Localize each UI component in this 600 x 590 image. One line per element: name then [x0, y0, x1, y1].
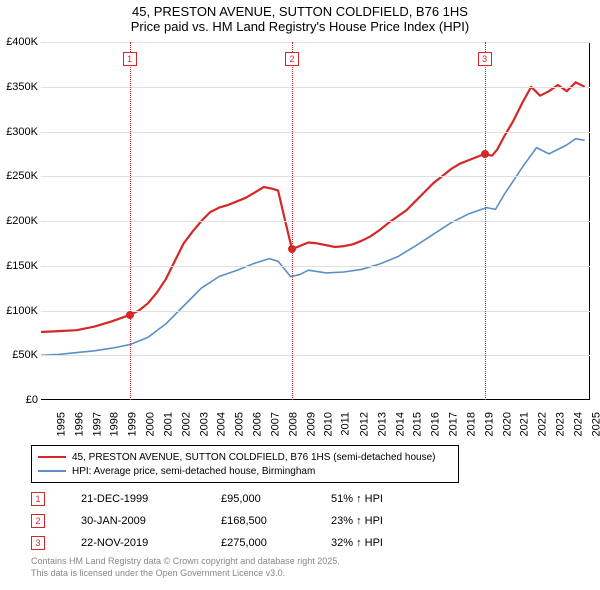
x-axis-label: 2004 — [216, 412, 228, 436]
legend-label-price: 45, PRESTON AVENUE, SUTTON COLDFIELD, B7… — [72, 452, 435, 463]
x-axis-label: 2003 — [198, 412, 210, 436]
gridline-h — [41, 221, 590, 222]
chart-title-block: 45, PRESTON AVENUE, SUTTON COLDFIELD, B7… — [0, 0, 600, 34]
x-axis-label: 2002 — [180, 412, 192, 436]
y-axis-label: £0 — [0, 394, 38, 406]
marker-price-1: £95,000 — [221, 493, 331, 505]
gridline-h — [41, 176, 590, 177]
y-axis-label: £300K — [0, 126, 38, 138]
event-dot-2 — [288, 245, 296, 253]
event-badge-2: 2 — [285, 52, 299, 66]
event-badge-1: 1 — [123, 52, 137, 66]
x-axis-label: 1998 — [109, 412, 121, 436]
event-badge-3: 3 — [478, 52, 492, 66]
y-axis-label: £400K — [0, 36, 38, 48]
x-axis-label: 1995 — [55, 412, 67, 436]
legend-item-hpi: HPI: Average price, semi-detached house,… — [38, 464, 452, 478]
legend-swatch-hpi — [38, 470, 66, 472]
event-line-2 — [292, 42, 293, 400]
marker-badge-3: 3 — [31, 536, 45, 550]
x-axis-label: 2000 — [145, 412, 157, 436]
y-axis-label: £200K — [0, 215, 38, 227]
series-line-price_paid — [41, 82, 585, 332]
marker-date-1: 21-DEC-1999 — [81, 493, 221, 505]
x-axis-label: 2011 — [340, 412, 352, 436]
legend-swatch-price — [38, 456, 66, 459]
x-axis-label: 2025 — [590, 412, 600, 436]
series-line-hpi — [41, 139, 585, 356]
marker-hpi-3: 32% ↑ HPI — [331, 537, 431, 549]
footer-line1: Contains HM Land Registry data © Crown c… — [31, 556, 340, 568]
y-axis-label: £150K — [0, 260, 38, 272]
x-axis-label: 2013 — [376, 412, 388, 436]
footer-attribution: Contains HM Land Registry data © Crown c… — [31, 556, 340, 579]
marker-row-2: 2 30-JAN-2009 £168,500 23% ↑ HPI — [31, 510, 431, 532]
event-dot-1 — [126, 311, 134, 319]
marker-table: 1 21-DEC-1999 £95,000 51% ↑ HPI 2 30-JAN… — [31, 488, 431, 554]
marker-hpi-1: 51% ↑ HPI — [331, 493, 431, 505]
marker-price-3: £275,000 — [221, 537, 331, 549]
legend-item-price: 45, PRESTON AVENUE, SUTTON COLDFIELD, B7… — [38, 450, 452, 464]
footer-line2: This data is licensed under the Open Gov… — [31, 568, 340, 580]
x-axis-label: 2007 — [269, 412, 281, 436]
x-axis-label: 2012 — [359, 412, 371, 436]
chart-title-line1: 45, PRESTON AVENUE, SUTTON COLDFIELD, B7… — [0, 4, 600, 19]
marker-hpi-2: 23% ↑ HPI — [331, 515, 431, 527]
x-axis-label: 2006 — [252, 412, 264, 436]
gridline-h — [41, 266, 590, 267]
x-axis-label: 2017 — [448, 412, 460, 436]
gridline-h — [41, 132, 590, 133]
legend-label-hpi: HPI: Average price, semi-detached house,… — [72, 466, 315, 477]
x-axis-label: 2018 — [465, 412, 477, 436]
x-axis-label: 2010 — [323, 412, 335, 436]
x-axis-label: 1996 — [73, 412, 85, 436]
x-axis-label: 2001 — [162, 412, 174, 436]
x-axis-label: 2021 — [519, 412, 531, 436]
y-axis-label: £350K — [0, 81, 38, 93]
x-axis-label: 2024 — [572, 412, 584, 436]
event-dot-3 — [481, 150, 489, 158]
x-axis-label: 2009 — [305, 412, 317, 436]
event-line-3 — [485, 42, 486, 400]
marker-badge-1: 1 — [31, 492, 45, 506]
y-axis-label: £250K — [0, 170, 38, 182]
y-axis-label: £50K — [0, 349, 38, 361]
x-axis-label: 2020 — [501, 412, 513, 436]
x-axis-label: 2015 — [412, 412, 424, 436]
x-axis-label: 1999 — [127, 412, 139, 436]
legend-box: 45, PRESTON AVENUE, SUTTON COLDFIELD, B7… — [31, 445, 459, 483]
marker-row-3: 3 22-NOV-2019 £275,000 32% ↑ HPI — [31, 532, 431, 554]
x-axis-label: 2014 — [394, 412, 406, 436]
event-line-1 — [130, 42, 131, 400]
x-axis-label: 2022 — [537, 412, 549, 436]
y-axis-label: £100K — [0, 305, 38, 317]
gridline-h — [41, 42, 590, 43]
x-axis-label: 2016 — [430, 412, 442, 436]
marker-row-1: 1 21-DEC-1999 £95,000 51% ↑ HPI — [31, 488, 431, 510]
x-axis-label: 2008 — [287, 412, 299, 436]
marker-date-3: 22-NOV-2019 — [81, 537, 221, 549]
x-axis-label: 2023 — [555, 412, 567, 436]
chart-title-line2: Price paid vs. HM Land Registry's House … — [0, 19, 600, 34]
marker-price-2: £168,500 — [221, 515, 331, 527]
gridline-h — [41, 355, 590, 356]
marker-date-2: 30-JAN-2009 — [81, 515, 221, 527]
gridline-h — [41, 311, 590, 312]
gridline-h — [41, 87, 590, 88]
x-axis-label: 1997 — [91, 412, 103, 436]
marker-badge-2: 2 — [31, 514, 45, 528]
x-axis-label: 2005 — [234, 412, 246, 436]
x-axis-label: 2019 — [483, 412, 495, 436]
